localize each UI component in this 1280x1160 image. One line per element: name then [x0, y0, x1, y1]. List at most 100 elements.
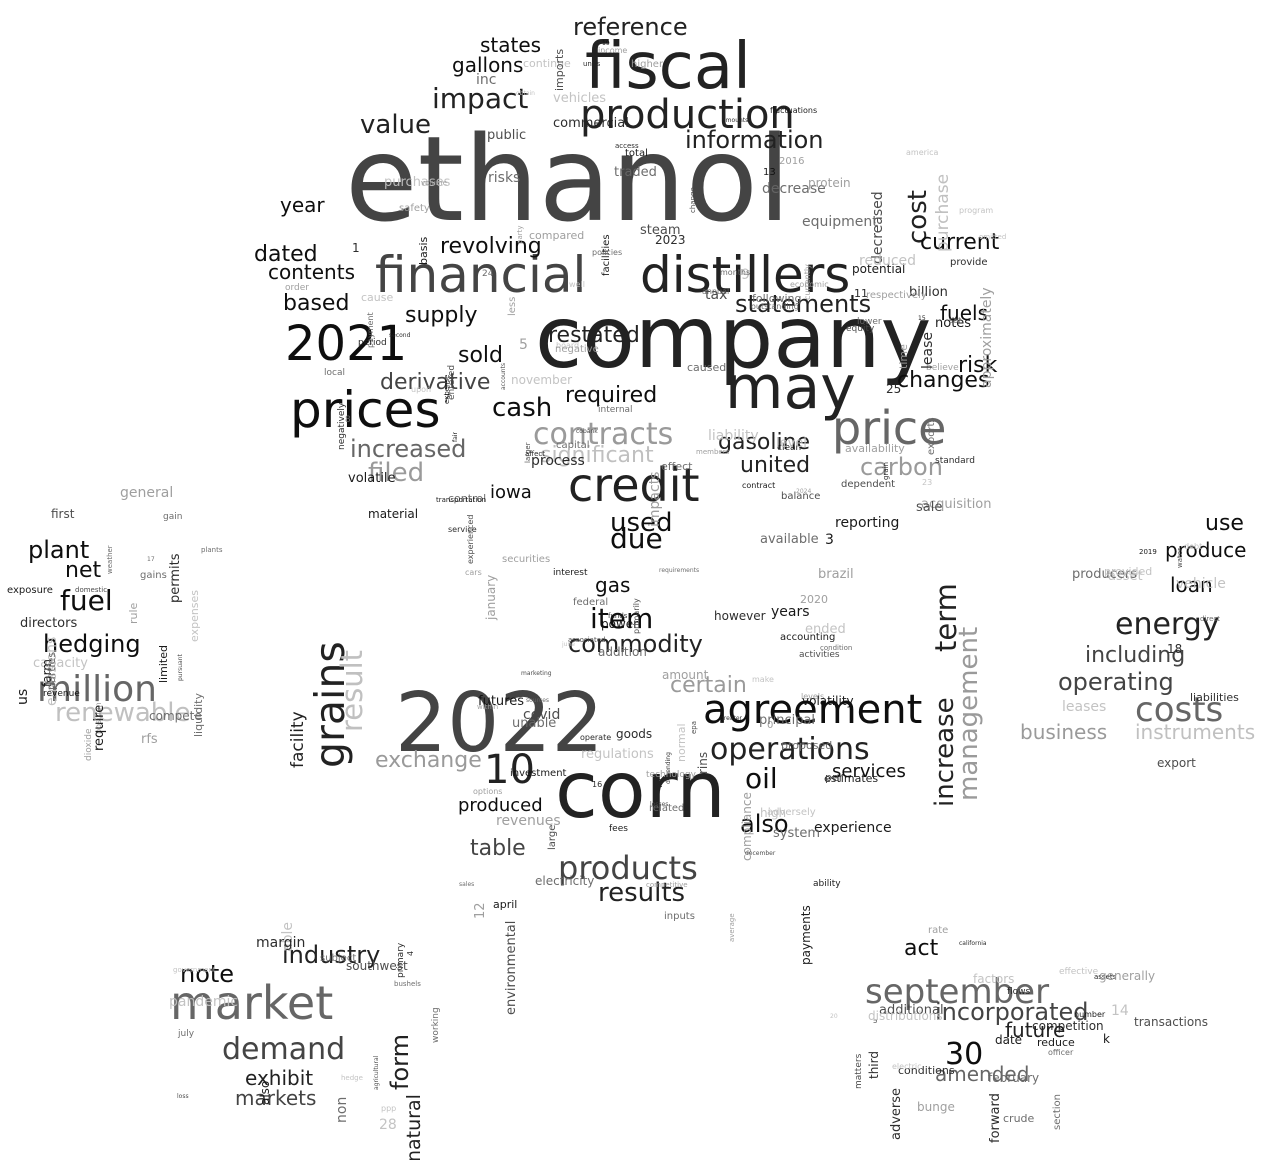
cloud-word-small-254: total — [625, 148, 648, 159]
cloud-word-small-129: flows — [1007, 987, 1031, 997]
cloud-word-small-163: level — [776, 436, 807, 451]
cloud-word-small-138: generally — [1099, 969, 1156, 983]
cloud-word-small-130: fluctuations — [770, 106, 818, 115]
cloud-word-43: industry — [282, 941, 381, 969]
cloud-word-small-175: marketing — [521, 670, 552, 677]
cloud-word-small-13: 14 — [1111, 1003, 1129, 1019]
cloud-word-small-257: transportation — [436, 496, 487, 504]
cloud-word-small-225: related — [649, 803, 685, 814]
cloud-word-small-248: sources — [526, 697, 550, 704]
cloud-word-small-99: distributions — [868, 1009, 943, 1023]
cloud-word-small-8: 9 — [741, 267, 750, 283]
cloud-word-89: markets — [235, 1086, 317, 1110]
cloud-word-small-236: safety — [399, 203, 430, 214]
cloud-word-small-267: weather — [106, 545, 114, 575]
cloud-word-small-49: annual — [702, 287, 730, 296]
cloud-word-small-20: 23 — [922, 478, 933, 487]
cloud-word-small-155: january — [484, 574, 498, 621]
cloud-word-small-9: 0 — [767, 720, 774, 731]
cloud-word-small-21: 24 — [482, 269, 494, 279]
cloud-word-small-10: 11 — [854, 287, 868, 300]
cloud-word-67: natural — [403, 1094, 425, 1160]
cloud-word-small-89: date — [995, 1033, 1023, 1047]
cloud-word-83: fuels — [940, 301, 988, 325]
cloud-word-60: business — [1020, 720, 1108, 744]
cloud-word-small-233: rins — [696, 751, 710, 774]
cloud-word-6: financial — [375, 246, 587, 304]
cloud-word-small-3: 4 — [406, 950, 415, 956]
cloud-word-45: commodity — [568, 630, 703, 658]
cloud-word-small-79: competitive — [646, 881, 688, 889]
cloud-word-71: significant — [540, 443, 654, 468]
cloud-word-small-214: proposed — [781, 739, 833, 752]
cloud-word-small-139: goods — [616, 727, 653, 741]
cloud-word-small-259: unable — [512, 716, 557, 731]
cloud-word-small-170: loss — [177, 1093, 189, 1100]
cloud-word-small-143: hedge — [341, 1074, 363, 1082]
cloud-word-small-53: assets — [1094, 973, 1117, 981]
cloud-word-small-197: payments — [799, 904, 813, 965]
cloud-word-small-181: negatively — [337, 402, 347, 450]
cloud-word-small-112: equity — [846, 324, 875, 334]
cloud-word-4: fiscal — [585, 30, 751, 104]
cloud-word-small-199: per — [825, 771, 844, 784]
cloud-word-small-117: experienced — [466, 514, 475, 564]
cloud-word-small-31: us — [15, 689, 31, 706]
cloud-word-small-64: bunge — [917, 1100, 955, 1114]
cloud-word-small-216: provide — [950, 257, 988, 268]
cloud-word-62: exchange — [375, 748, 482, 773]
cloud-word-51: derivative — [380, 370, 491, 395]
cloud-word-small-52: asset — [1108, 569, 1143, 584]
cloud-word-85: produce — [1165, 538, 1247, 562]
cloud-word-small-189: omitted — [979, 233, 1007, 241]
cloud-word-small-27: 2023 — [655, 233, 686, 247]
cloud-word-small-103: effective — [1059, 967, 1099, 977]
cloud-word-50: cash — [492, 393, 553, 423]
cloud-word-small-61: billion — [909, 285, 948, 300]
cloud-word-small-48: amounts — [722, 117, 749, 124]
cloud-word-small-222: reduce — [1037, 1036, 1075, 1049]
cloud-word-54: restated — [548, 323, 640, 348]
cloud-word-small-186: number — [1074, 1010, 1106, 1019]
cloud-word-small-81: condition — [820, 644, 853, 652]
cloud-word-small-203: policies — [592, 248, 623, 257]
cloud-word-small-226: reporting — [835, 515, 900, 531]
cloud-word-small-191: options — [473, 787, 503, 796]
cloud-word-small-148: imports — [553, 48, 566, 91]
cloud-word-small-59: basis — [417, 236, 430, 266]
cloud-word-small-105: electricity — [535, 874, 595, 888]
cloud-word-small-241: securities — [502, 554, 551, 565]
cloud-word-small-73: clean — [777, 443, 802, 453]
cloud-word-small-28: 2024 — [796, 488, 812, 495]
cloud-word-small-87: crude — [1003, 1112, 1035, 1125]
cloud-word-small-260: upon — [411, 385, 432, 394]
cloud-word-76: current — [920, 230, 1000, 255]
cloud-word-small-36: accounts — [500, 362, 507, 390]
cloud-word-42: note — [180, 960, 235, 988]
cloud-word-21: costs — [1135, 690, 1224, 730]
cloud-word-small-78: competition — [1032, 1019, 1104, 1033]
cloud-word-small-101: economic — [790, 280, 829, 289]
cloud-word-small-152: interest — [553, 568, 588, 578]
cloud-word-15: 10 — [484, 747, 535, 793]
cloud-word-small-12: 13 — [763, 167, 776, 178]
cloud-word-small-32: ability — [813, 879, 841, 889]
cloud-word-small-66: california — [959, 940, 987, 947]
cloud-word-small-249: system — [773, 826, 820, 841]
cloud-word-small-207: ppp — [381, 1104, 397, 1113]
cloud-word-small-261: vehicle — [1176, 576, 1226, 592]
cloud-word-small-246: steam — [640, 223, 681, 238]
cloud-word-47: due — [610, 522, 663, 555]
cloud-word-small-198: pandemic — [169, 994, 239, 1010]
cloud-word-small-11: 12 — [473, 902, 488, 920]
cloud-word-small-162: less — [507, 296, 518, 316]
cloud-word-small-240: section — [1052, 1094, 1063, 1131]
cloud-word-46: item — [590, 602, 654, 635]
cloud-word-small-157: june — [562, 641, 575, 648]
cloud-word-small-202: plants — [201, 546, 223, 554]
cloud-word-small-146: however — [714, 609, 766, 623]
cloud-word-small-116: experience — [814, 820, 892, 836]
cloud-word-small-23: 28 — [379, 1117, 397, 1133]
cloud-word-small-74: cobank — [576, 428, 598, 435]
cloud-word-small-174: margin — [256, 935, 306, 951]
